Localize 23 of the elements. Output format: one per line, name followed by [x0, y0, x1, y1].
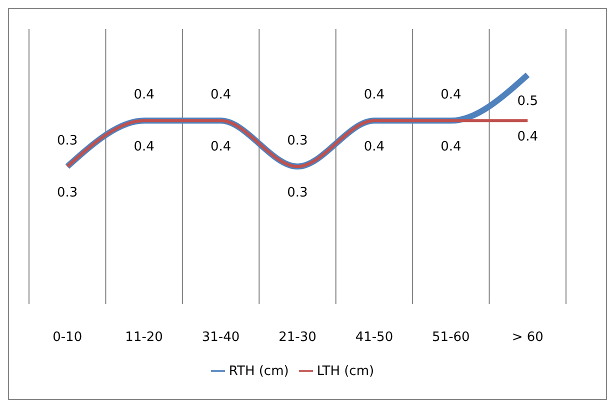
legend-label: RTH (cm) [228, 364, 289, 379]
legend-label: LTH (cm) [316, 364, 374, 379]
data-label: 0.5 [517, 94, 538, 109]
data-label: 0.4 [134, 140, 154, 155]
data-label: 0.4 [364, 140, 385, 155]
x-tick-label: > 60 [512, 330, 544, 346]
data-label: 0.4 [210, 140, 232, 155]
data-label: 0.3 [57, 134, 78, 148]
data-label: 0.4 [440, 140, 462, 155]
x-tick-label: 41-50 [355, 330, 394, 346]
data-label: 0.4 [364, 88, 385, 103]
data-label: 0.4 [210, 88, 232, 103]
x-tick-label: 21-30 [278, 330, 316, 346]
x-tick-label: 11-20 [125, 330, 163, 346]
data-label: 0.4 [517, 130, 538, 145]
data-label: 0.3 [287, 186, 308, 200]
data-label: 0.3 [57, 186, 78, 200]
x-tick-label: 31-40 [202, 330, 240, 346]
x-tick-label: 51-60 [432, 330, 470, 346]
data-label: 0.3 [287, 134, 308, 148]
data-label: 0.4 [440, 88, 462, 103]
data-label: 0.4 [134, 88, 154, 103]
x-tick-label: 0-10 [52, 330, 82, 346]
